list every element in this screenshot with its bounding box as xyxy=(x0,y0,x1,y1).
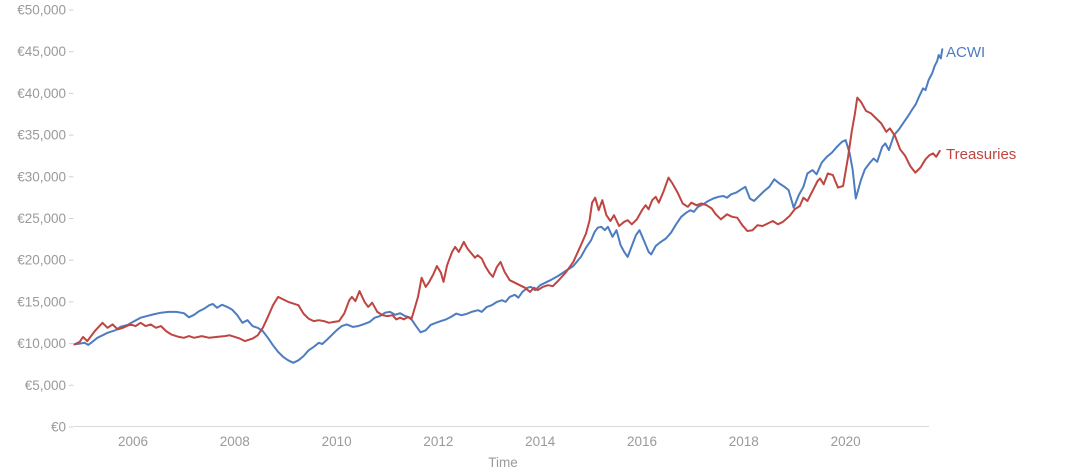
series-label-acwi: ACWI xyxy=(946,44,985,61)
y-tick-label: €0 xyxy=(51,420,66,435)
y-tick-label: €45,000 xyxy=(17,44,66,59)
y-tick-label: €5,000 xyxy=(25,378,66,393)
series-label-treasuries: Treasuries xyxy=(946,146,1016,163)
y-tick-label: €40,000 xyxy=(17,86,66,101)
x-tick-label: 2016 xyxy=(627,434,657,449)
y-axis-labels: €0 €5,000 €10,000 €15,000 €20,000 €25,000 €30,… xyxy=(17,3,74,435)
y-tick-label: €10,000 xyxy=(17,336,66,351)
x-tick-label: 2010 xyxy=(322,434,352,449)
x-tick-label: 2008 xyxy=(220,434,250,449)
acwi-line xyxy=(73,48,944,364)
x-tick-label: 2012 xyxy=(423,434,453,449)
y-tick-label: €30,000 xyxy=(17,169,66,184)
x-tick-label: 2006 xyxy=(118,434,148,449)
x-axis-labels: 2006 2008 2010 2012 2014 2016 2018 2020 xyxy=(118,434,861,449)
x-tick-label: 2018 xyxy=(729,434,759,449)
x-tick-label: 2020 xyxy=(831,434,861,449)
y-tick-label: €20,000 xyxy=(17,253,66,268)
x-axis-title: Time xyxy=(488,455,518,470)
y-tick-label: €25,000 xyxy=(17,211,66,226)
x-tick-label: 2014 xyxy=(525,434,556,449)
y-tick-label: €15,000 xyxy=(17,294,66,309)
y-tick-label: €50,000 xyxy=(17,3,66,18)
series-lines xyxy=(73,48,944,364)
treasuries-line xyxy=(73,96,941,346)
y-tick-label: €35,000 xyxy=(17,128,66,143)
